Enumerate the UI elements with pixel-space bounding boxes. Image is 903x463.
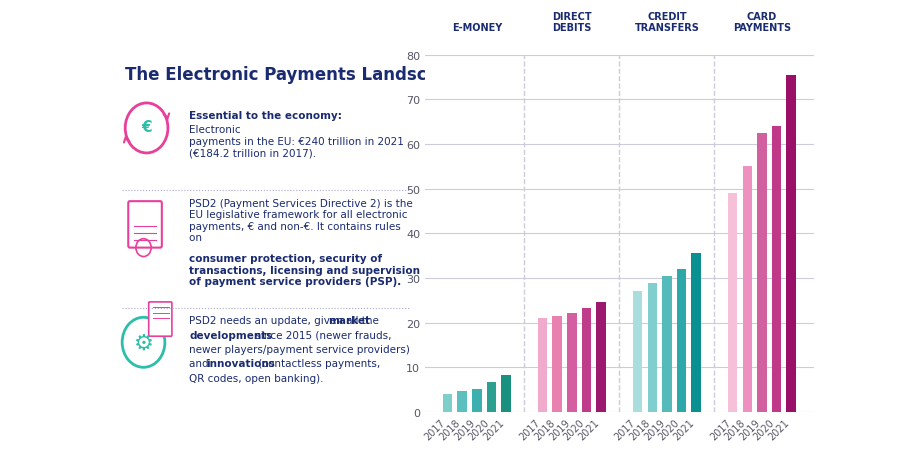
- Text: market: market: [328, 316, 369, 326]
- Text: Electronic
payments in the EU: €240 trillion in 2021
(€184.2 trillion in 2017).: Electronic payments in the EU: €240 tril…: [189, 125, 404, 158]
- Bar: [552, 316, 562, 412]
- Bar: [771, 127, 780, 412]
- FancyBboxPatch shape: [128, 202, 162, 248]
- Text: newer players/payment service providers): newer players/payment service providers): [189, 344, 410, 354]
- Bar: [501, 375, 510, 412]
- Bar: [632, 292, 642, 412]
- Text: QR codes, open banking).: QR codes, open banking).: [189, 373, 323, 383]
- Text: E-MONEY: E-MONEY: [452, 23, 501, 33]
- Bar: [442, 394, 452, 412]
- Text: innovations: innovations: [206, 358, 275, 369]
- Bar: [676, 269, 685, 412]
- Bar: [757, 133, 766, 412]
- Bar: [457, 391, 467, 412]
- Text: PSD2 needs an update, given all the: PSD2 needs an update, given all the: [189, 316, 382, 326]
- FancyBboxPatch shape: [149, 302, 172, 337]
- Text: ⚙: ⚙: [134, 332, 154, 352]
- Bar: [741, 167, 751, 412]
- Bar: [727, 194, 737, 412]
- Text: and: and: [189, 358, 212, 369]
- Text: CREDIT
TRANSFERS: CREDIT TRANSFERS: [634, 12, 699, 33]
- Bar: [581, 308, 591, 412]
- Bar: [471, 389, 481, 412]
- Text: since 2015 (newer frauds,: since 2015 (newer frauds,: [252, 330, 391, 340]
- Text: The Electronic Payments Landscape: The Electronic Payments Landscape: [126, 66, 461, 84]
- Bar: [596, 302, 605, 412]
- Text: DIRECT
DEBITS: DIRECT DEBITS: [552, 12, 591, 33]
- Text: CARD
PAYMENTS: CARD PAYMENTS: [732, 12, 790, 33]
- Text: consumer protection, security of
transactions, licensing and supervision
of paym: consumer protection, security of transac…: [189, 253, 420, 287]
- Bar: [786, 75, 795, 412]
- Text: developments: developments: [189, 330, 273, 340]
- Bar: [537, 319, 546, 412]
- Text: (contactless payments,: (contactless payments,: [255, 358, 380, 369]
- Bar: [647, 284, 656, 412]
- Text: PSD2 (Payment Services Directive 2) is the
EU legislative framework for all elec: PSD2 (Payment Services Directive 2) is t…: [189, 198, 413, 243]
- Bar: [691, 254, 700, 412]
- Bar: [661, 276, 671, 412]
- Text: Essential to the economy:: Essential to the economy:: [189, 111, 342, 121]
- Bar: [566, 313, 576, 412]
- Bar: [486, 382, 496, 412]
- Text: €: €: [141, 119, 152, 134]
